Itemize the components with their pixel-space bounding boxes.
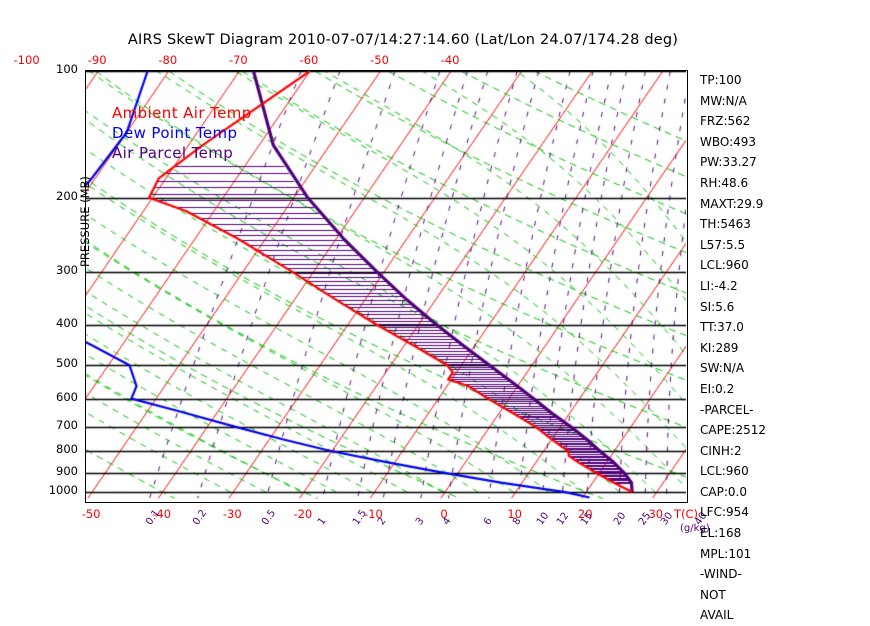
parameter-pw-33-27: PW:33.27: [700, 155, 757, 170]
bottom-temp-tick-30: 30: [648, 507, 664, 521]
parameter-cap-0-0: CAP:0.0: [700, 484, 747, 499]
mixing-ratio-tick-20: 20: [611, 510, 628, 528]
parameter-th-5463: TH:5463: [700, 217, 751, 232]
parameter--wind-: -WIND-: [700, 567, 742, 582]
parameter-avail: AVAIL: [700, 608, 734, 623]
bottom-temp-tick-0: 0: [440, 507, 448, 521]
pressure-tick-600: 600: [56, 389, 78, 404]
mixing-ratio-tick-6: 6: [481, 515, 495, 528]
parameter-cape-2512: CAPE:2512: [700, 423, 766, 438]
parameter-not: NOT: [700, 587, 726, 602]
parameter-ei-0-2: EI:0.2: [700, 381, 735, 396]
bottom-temp-tick-10: 10: [507, 507, 522, 521]
parameter-list: TP:100 MW:N/A FRZ:562 WBO:493 PW:33.27 RH:48.…: [700, 70, 865, 626]
bottom-temp-axis-label: T(C): [673, 507, 699, 521]
mixing-ratio-axis-label: (g/kg): [680, 523, 710, 534]
bottom-temp-tick--10: -10: [364, 507, 383, 521]
top-temp-tick--50: -50: [370, 53, 389, 67]
pressure-tick-500: 500: [56, 356, 78, 371]
parameter-tp-100: TP:100: [700, 73, 742, 87]
legend-dew-point-temp: Dew Point Temp: [112, 124, 238, 142]
top-temp-tick--60: -60: [299, 53, 319, 67]
pressure-tick-1000: 1000: [48, 483, 78, 498]
parameter-maxt-29-9: MAXT:29.9: [700, 196, 764, 211]
parameter-mpl-101: MPL:101: [700, 546, 752, 561]
bottom-temp-tick--50: -50: [81, 507, 101, 521]
parameter-cinh-2: CINH:2: [700, 443, 742, 458]
parameter--parcel-: -PARCEL-: [700, 402, 754, 417]
top-temp-tick--100: -100: [13, 53, 40, 67]
skewt-canvas: [86, 71, 686, 501]
legend-ambient-air-temp: Ambient Air Temp: [112, 104, 252, 122]
parameter-rh-48-6: RH:48.6: [700, 175, 749, 190]
mixing-ratio-tick-0.5: 0.5: [259, 507, 279, 528]
top-temp-tick--40: -40: [440, 53, 460, 67]
parameter-sw-n-a: SW:N/A: [700, 361, 745, 376]
bottom-temp-tick-20: 20: [577, 507, 593, 521]
pressure-tick-100: 100: [56, 62, 78, 76]
pressure-tick-400: 400: [56, 315, 78, 330]
parameter-mw-n-a: MW:N/A: [700, 93, 747, 108]
pressure-axis-label: PRESSURE (MB): [78, 176, 92, 267]
pressure-tick-200: 200: [56, 188, 78, 203]
mixing-ratio-tick-10: 10: [534, 510, 552, 528]
pressure-tick-800: 800: [56, 442, 78, 457]
bottom-temp-tick--40: -40: [152, 507, 172, 521]
parameter-li--4-2: LI:-4.2: [700, 278, 738, 293]
parameter-lcl-960: LCL:960: [700, 258, 749, 273]
parameter-el-168: EL:168: [700, 526, 742, 541]
parameter-l57-5-5: L57:5.5: [700, 237, 746, 252]
parameter-ki-289: KI:289: [700, 340, 739, 355]
page-title: AIRS SkewT Diagram 2010-07-07/14:27:14.6…: [127, 32, 679, 48]
mixing-ratio-tick-0.2: 0.2: [191, 507, 210, 528]
mixing-ratio-tick-1: 1: [316, 515, 329, 528]
parameter-lfc-954: LFC:954: [700, 505, 749, 520]
top-temp-tick--90: -90: [87, 53, 107, 67]
parameter-lcl-960: LCL:960: [700, 464, 749, 479]
parameter-frz-562: FRZ:562: [700, 114, 751, 129]
parameter-si-5-6: SI:5.6: [700, 299, 735, 314]
parameter-wbo-493: WBO:493: [700, 134, 757, 149]
legend-air-parcel-temp: Air Parcel Temp: [112, 144, 234, 162]
top-temp-tick--80: -80: [158, 53, 178, 67]
pressure-tick-300: 300: [56, 262, 78, 277]
skewt-plot-area: PRESSURE (MB): [78, 70, 688, 503]
bottom-temp-tick--30: -30: [222, 507, 242, 521]
skewt-diagram-page: AIRS SkewT Diagram 2010-07-07/14:27:14.6…: [13, 32, 766, 622]
top-temp-tick--70: -70: [228, 53, 248, 67]
parameter-tt-37-0: TT:37.0: [700, 320, 744, 335]
pressure-tick-700: 700: [56, 417, 78, 432]
bottom-temp-tick--20: -20: [293, 507, 313, 521]
pressure-tick-900: 900: [56, 463, 78, 478]
